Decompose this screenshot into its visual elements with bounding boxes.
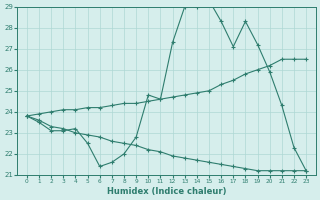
X-axis label: Humidex (Indice chaleur): Humidex (Indice chaleur) xyxy=(107,187,226,196)
